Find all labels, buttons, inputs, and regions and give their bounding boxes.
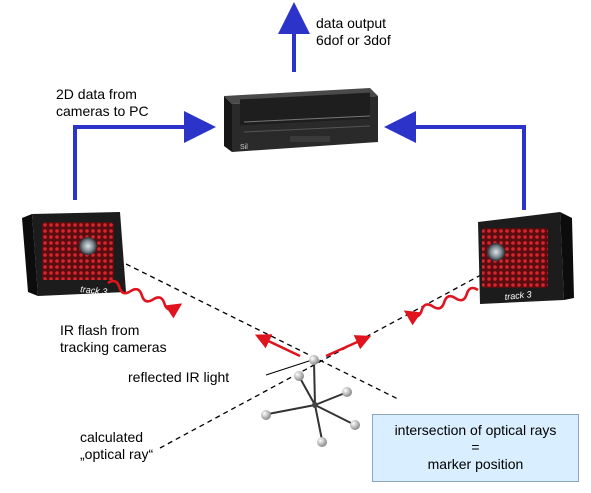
left-camera-lens bbox=[79, 237, 97, 255]
right-camera-brand: track 3 bbox=[504, 289, 532, 302]
reflected-pointer bbox=[265, 359, 313, 376]
label-data-output: data output 6dof or 3dof bbox=[316, 15, 391, 48]
optical-ray-left bbox=[117, 259, 401, 401]
marker-target bbox=[261, 355, 360, 447]
left-camera: track 3 bbox=[22, 212, 126, 297]
label-2d-data: 2D data from cameras to PC bbox=[56, 86, 149, 119]
optical-ray-right bbox=[159, 261, 506, 449]
intersection-info-box: intersection of optical rays = marker po… bbox=[372, 414, 579, 482]
pc-unit: Sil bbox=[224, 88, 378, 152]
label-optical-ray: calculated „optical ray“ bbox=[80, 429, 154, 462]
left-camera-brand: track 3 bbox=[80, 284, 108, 297]
arrow-left-camera-to-pc bbox=[73, 111, 216, 200]
arrow-right-camera-to-pc bbox=[384, 111, 526, 210]
reflected-ray-left bbox=[254, 334, 301, 358]
right-camera-lens bbox=[487, 243, 505, 261]
right-camera: track 3 bbox=[478, 212, 574, 304]
reflected-ray-right bbox=[325, 335, 372, 358]
pc-brand: Sil bbox=[240, 144, 248, 151]
label-ir-flash: IR flash from tracking cameras bbox=[60, 322, 167, 355]
label-reflected-ir: reflected IR light bbox=[128, 369, 230, 385]
ir-wave-right bbox=[403, 286, 479, 326]
ir-wave-left bbox=[107, 279, 183, 319]
